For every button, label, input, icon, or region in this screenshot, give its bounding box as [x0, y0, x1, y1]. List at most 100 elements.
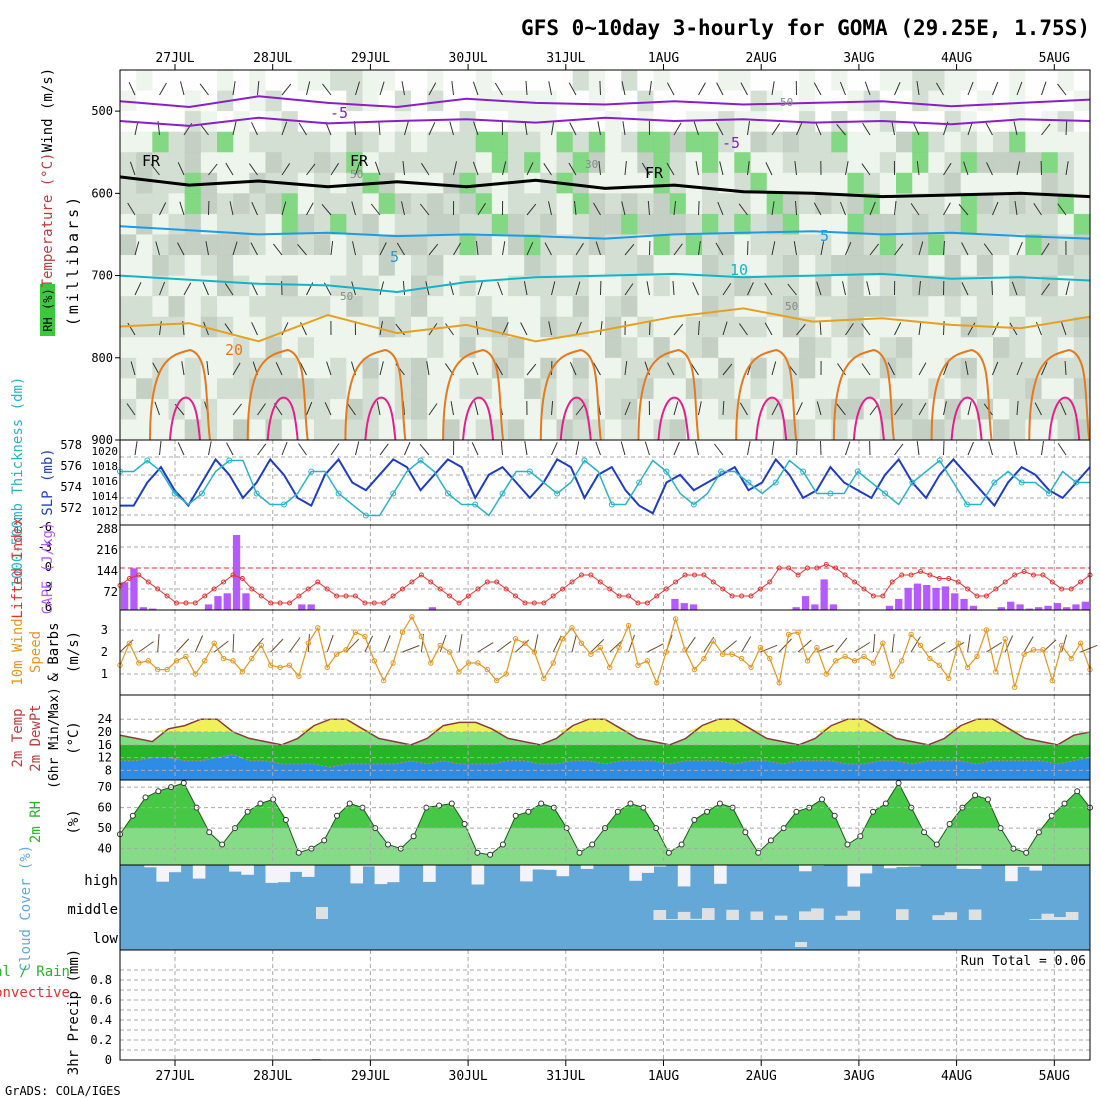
rh-cell: [120, 131, 137, 153]
li-point: [531, 600, 537, 606]
rh-cell: [993, 70, 1010, 92]
li-point: [522, 600, 528, 606]
rh-cell: [572, 275, 590, 297]
rh-cell: [960, 193, 978, 215]
wind-barb: [551, 442, 558, 456]
y-tick-label: 700: [91, 269, 113, 283]
wind-barb: [378, 121, 381, 136]
rh-cell: [1009, 152, 1026, 174]
wind-barb: [154, 401, 160, 416]
wind-barb: [1057, 443, 1067, 456]
wind-barb: [404, 441, 411, 456]
li-point: [710, 579, 716, 585]
precip-tick: 0.8: [90, 973, 112, 987]
thickness-point: [991, 479, 998, 486]
rh-cell: [1009, 70, 1026, 92]
temp-tick: 12: [98, 751, 112, 765]
rh-cell: [1025, 111, 1043, 133]
rh-point: [755, 849, 762, 856]
cape-bar: [792, 607, 800, 610]
rh-cell: [976, 90, 994, 112]
wind-speed-point: [503, 671, 509, 677]
rh-cell: [847, 337, 865, 359]
wind-barb: [379, 361, 384, 376]
rh-cell: [782, 234, 800, 256]
rh-cell: [766, 255, 784, 277]
wind-speed-point: [512, 636, 519, 642]
rh-cell: [217, 234, 234, 256]
wind-speed-point: [230, 658, 236, 664]
cape-bar: [307, 604, 315, 610]
dewpt-line: [120, 753, 1091, 768]
rh-cell: [200, 296, 218, 318]
rh-cell: [621, 357, 638, 379]
wind-speed-point: [776, 680, 782, 686]
wind-barb-10m: [628, 634, 635, 653]
wind-barb: [740, 82, 748, 96]
rh-cell: [928, 398, 946, 421]
rh-cell: [702, 398, 719, 421]
rh-cell: [1057, 337, 1075, 359]
date-label-bottom: 2AUG: [746, 1069, 777, 1084]
li-point: [541, 600, 547, 606]
wind-speed-point: [588, 651, 594, 657]
rh-cell: [863, 255, 881, 277]
rh-cell: [815, 70, 832, 92]
rh-cell: [605, 255, 622, 277]
rh-cell: [508, 275, 525, 297]
wind-speed-point: [663, 649, 669, 655]
rh-cell: [540, 213, 558, 236]
rh-cell: [718, 337, 735, 359]
wind-barb: [181, 361, 185, 376]
contour-label: FR: [142, 152, 161, 170]
thickness-point: [882, 490, 889, 497]
wind-barb-10m: [778, 638, 792, 653]
li-point: [352, 593, 358, 599]
wind-barb: [526, 242, 534, 256]
wind-speed-point: [644, 658, 651, 664]
rh-cell: [621, 213, 638, 236]
thickness-point: [936, 457, 943, 464]
wind-barb: [861, 363, 871, 376]
wind-speed-point: [446, 649, 453, 655]
rh-cell: [475, 152, 493, 174]
wind-speed-point: [682, 647, 688, 653]
rh-cell: [621, 111, 638, 133]
wind-barb: [575, 281, 581, 296]
rh-cell: [217, 357, 234, 379]
rh-cell: [459, 111, 477, 133]
wind-barb: [747, 161, 750, 176]
rh-cell: [362, 275, 380, 297]
cape-bar: [428, 607, 437, 610]
rh-cell: [734, 234, 752, 256]
wind-barb: [992, 361, 999, 376]
isotherm-1: [119, 116, 1091, 127]
rh-cell: [734, 419, 752, 441]
rh-cell: [621, 255, 638, 277]
wind-barb: [500, 441, 503, 456]
cloud-middle-bar: [968, 909, 982, 920]
rh-cell: [152, 234, 170, 256]
cloud-middle-bar: [1029, 919, 1042, 920]
wind-barb: [1064, 360, 1067, 376]
contour-label: 5: [390, 248, 399, 266]
cape-bar: [689, 604, 698, 610]
li-tick: 3: [45, 580, 52, 594]
rh-cell: [346, 296, 364, 318]
wind-tick: 2: [101, 645, 108, 659]
rh-cell: [314, 90, 331, 112]
rh-cell: [912, 296, 929, 318]
rh-cell: [896, 131, 913, 153]
rh-cell: [540, 296, 558, 318]
wind-barb: [551, 400, 554, 416]
rh-cell: [427, 193, 444, 215]
rh-cell: [993, 296, 1010, 318]
rh-cell: [1009, 131, 1026, 153]
li-point: [870, 593, 876, 599]
rh-cell: [540, 152, 558, 174]
wind-barb: [1016, 400, 1019, 416]
rh-cell: [766, 131, 784, 153]
wind-barb: [943, 320, 945, 336]
rh-cell: [912, 131, 929, 153]
wind-barb: [722, 283, 732, 296]
